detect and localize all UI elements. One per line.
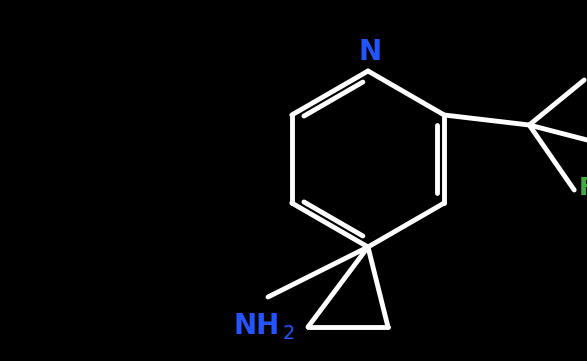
Text: N: N — [359, 38, 382, 66]
Text: 2: 2 — [283, 324, 295, 343]
Text: NH: NH — [233, 312, 279, 340]
Text: F: F — [579, 176, 587, 200]
